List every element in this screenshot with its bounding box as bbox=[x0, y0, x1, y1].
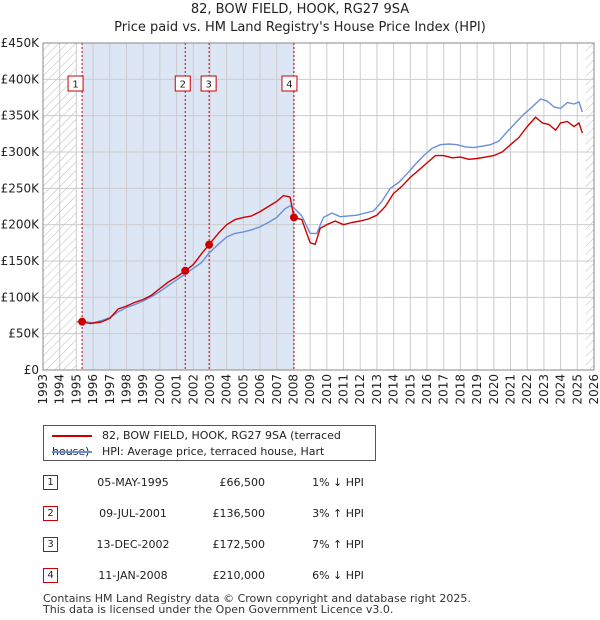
sale-date: 09-JUL-2001 bbox=[99, 507, 167, 520]
x-tick-label: 2008 bbox=[286, 374, 300, 405]
plot-frame bbox=[42, 42, 595, 371]
sale-label-number: 1 bbox=[72, 80, 78, 91]
sale-price: £172,500 bbox=[212, 538, 266, 551]
sale-point bbox=[181, 266, 190, 275]
sale-label-number: 4 bbox=[286, 80, 292, 91]
x-tick-label: 2001 bbox=[170, 374, 184, 405]
x-tick-label: 2012 bbox=[353, 374, 367, 405]
x-tick-label: 2022 bbox=[520, 374, 534, 405]
x-tick-label: 2024 bbox=[554, 374, 568, 405]
sale-number-badge: 3 bbox=[43, 537, 58, 552]
sale-row: 3 13-DEC-2002 £172,500 7% ↑ HPI bbox=[43, 534, 383, 556]
y-tick-label: £50K bbox=[8, 327, 40, 341]
y-tick-label: £150K bbox=[1, 254, 41, 268]
x-tick-label: 2004 bbox=[220, 374, 234, 405]
x-tick-label: 2016 bbox=[420, 374, 434, 405]
sale-label-box bbox=[67, 75, 84, 92]
y-tick-label: £400K bbox=[1, 72, 41, 86]
legend-item-hpi: HPI: Average price, terraced house, Hart bbox=[52, 444, 324, 460]
x-tick-label: 1995 bbox=[69, 374, 83, 405]
sale-point bbox=[78, 317, 87, 326]
hatched-period bbox=[585, 43, 594, 370]
sale-point bbox=[289, 213, 298, 222]
x-tick-label: 2018 bbox=[453, 374, 467, 405]
price-paid-line bbox=[81, 116, 583, 325]
x-tick-label: 2005 bbox=[236, 374, 250, 405]
footer-copyright: Contains HM Land Registry data © Crown c… bbox=[43, 592, 471, 605]
sale-row: 2 09-JUL-2001 £136,500 3% ↑ HPI bbox=[43, 503, 383, 525]
sale-hpi-diff: 6% ↓ HPI bbox=[312, 569, 364, 582]
sale-hpi-diff: 3% ↑ HPI bbox=[312, 507, 364, 520]
x-tick-label: 2014 bbox=[387, 374, 401, 405]
x-tick-label: 2010 bbox=[320, 374, 334, 405]
x-tick-label: 1994 bbox=[53, 374, 67, 405]
hpi-line bbox=[76, 98, 583, 324]
sale-point bbox=[205, 240, 214, 249]
sale-label-number: 2 bbox=[180, 80, 186, 91]
y-tick-label: £0 bbox=[24, 363, 39, 377]
sale-number-badge: 2 bbox=[43, 506, 58, 521]
x-tick-label: 2011 bbox=[337, 374, 351, 405]
x-tick-label: 1997 bbox=[103, 374, 117, 405]
sale-row: 1 05-MAY-1995 £66,500 1% ↓ HPI bbox=[43, 472, 383, 494]
x-tick-label: 2009 bbox=[303, 374, 317, 405]
x-tick-label: 2017 bbox=[437, 374, 451, 405]
sale-hpi-diff: 7% ↑ HPI bbox=[312, 538, 364, 551]
y-tick-label: £250K bbox=[1, 181, 41, 195]
x-tick-label: 2002 bbox=[186, 374, 200, 405]
sale-label-number: 3 bbox=[205, 80, 211, 91]
chart-title-line2: Price paid vs. HM Land Registry's House … bbox=[114, 20, 486, 35]
legend-swatch-hpi bbox=[52, 451, 92, 453]
legend-item-price: 82, BOW FIELD, HOOK, RG27 9SA (terraced … bbox=[52, 428, 375, 458]
sale-date: 05-MAY-1995 bbox=[97, 476, 169, 489]
sale-row: 4 11-JAN-2008 £210,000 6% ↓ HPI bbox=[43, 565, 383, 587]
x-tick-label: 2000 bbox=[153, 374, 167, 405]
shaded-period bbox=[82, 43, 294, 370]
x-tick-label: 2023 bbox=[537, 374, 551, 405]
x-tick-label: 2003 bbox=[203, 374, 217, 405]
y-tick-label: £300K bbox=[1, 145, 41, 159]
x-tick-label: 2021 bbox=[504, 374, 518, 405]
sale-price: £210,000 bbox=[212, 569, 266, 582]
legend: 82, BOW FIELD, HOOK, RG27 9SA (terraced … bbox=[43, 425, 376, 461]
sale-price: £66,500 bbox=[219, 476, 266, 489]
sale-price: £136,500 bbox=[212, 507, 266, 520]
sale-number-badge: 1 bbox=[43, 475, 58, 490]
sale-date: 13-DEC-2002 bbox=[96, 538, 170, 551]
y-tick-label: £450K bbox=[1, 36, 41, 50]
x-tick-label: 2013 bbox=[370, 374, 384, 405]
sale-label-box bbox=[200, 75, 217, 92]
chart-title-line1: 82, BOW FIELD, HOOK, RG27 9SA bbox=[190, 2, 410, 17]
x-tick-label: 1993 bbox=[36, 374, 50, 405]
x-tick-label: 1999 bbox=[136, 374, 150, 405]
x-tick-label: 2020 bbox=[487, 374, 501, 405]
legend-swatch-price bbox=[52, 435, 92, 437]
x-tick-label: 1996 bbox=[86, 374, 100, 405]
y-tick-label: £350K bbox=[1, 109, 41, 123]
x-tick-label: 2019 bbox=[470, 374, 484, 405]
legend-label-hpi: HPI: Average price, terraced house, Hart bbox=[102, 445, 325, 458]
sale-label-box bbox=[281, 75, 298, 92]
price-chart: £0 £50K £100K £150K £200K £250K £300K £350K £400… bbox=[1, 36, 600, 405]
x-tick-label: 2006 bbox=[253, 374, 267, 405]
sale-date: 11-JAN-2008 bbox=[98, 569, 168, 582]
y-tick-label: £200K bbox=[1, 218, 41, 232]
x-tick-label: 2025 bbox=[570, 374, 584, 405]
x-tick-label: 2015 bbox=[403, 374, 417, 405]
y-tick-label: £100K bbox=[1, 290, 41, 304]
x-tick-label: 1998 bbox=[119, 374, 133, 405]
x-tick-label: 2007 bbox=[270, 374, 284, 405]
sale-number-badge: 4 bbox=[43, 568, 58, 583]
footer-licence: This data is licensed under the Open Gov… bbox=[43, 603, 394, 616]
sale-hpi-diff: 1% ↓ HPI bbox=[312, 476, 364, 489]
x-tick-label: 2026 bbox=[587, 374, 600, 405]
sale-label-box bbox=[174, 75, 191, 92]
